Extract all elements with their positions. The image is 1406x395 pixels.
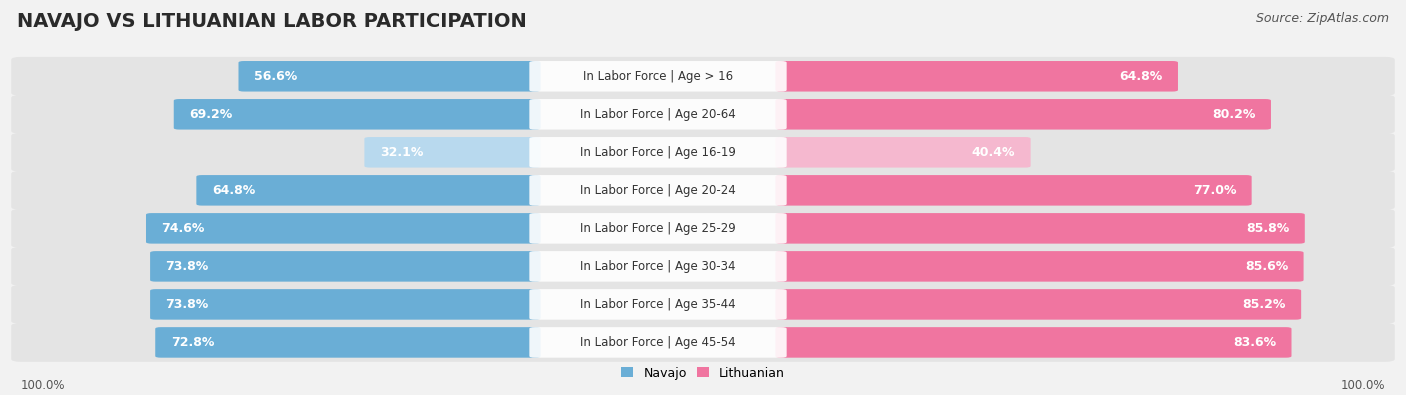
Text: 77.0%: 77.0% xyxy=(1192,184,1236,197)
Text: 73.8%: 73.8% xyxy=(166,260,209,273)
Text: 74.6%: 74.6% xyxy=(162,222,205,235)
FancyBboxPatch shape xyxy=(11,285,1395,324)
FancyBboxPatch shape xyxy=(530,289,787,320)
Text: 40.4%: 40.4% xyxy=(972,146,1015,159)
Text: In Labor Force | Age 20-64: In Labor Force | Age 20-64 xyxy=(581,108,735,121)
Text: 100.0%: 100.0% xyxy=(21,379,66,391)
FancyBboxPatch shape xyxy=(150,251,541,282)
Text: NAVAJO VS LITHUANIAN LABOR PARTICIPATION: NAVAJO VS LITHUANIAN LABOR PARTICIPATION xyxy=(17,12,527,31)
FancyBboxPatch shape xyxy=(776,99,1271,130)
Text: 85.8%: 85.8% xyxy=(1246,222,1289,235)
Text: 85.6%: 85.6% xyxy=(1244,260,1288,273)
Text: Source: ZipAtlas.com: Source: ZipAtlas.com xyxy=(1256,12,1389,25)
Text: 73.8%: 73.8% xyxy=(166,298,209,311)
FancyBboxPatch shape xyxy=(11,171,1395,210)
FancyBboxPatch shape xyxy=(155,327,541,358)
FancyBboxPatch shape xyxy=(530,99,787,130)
Text: 83.6%: 83.6% xyxy=(1233,336,1277,349)
FancyBboxPatch shape xyxy=(11,95,1395,134)
FancyBboxPatch shape xyxy=(11,323,1395,362)
FancyBboxPatch shape xyxy=(11,247,1395,286)
Text: 72.8%: 72.8% xyxy=(170,336,214,349)
Text: 100.0%: 100.0% xyxy=(1340,379,1385,391)
FancyBboxPatch shape xyxy=(776,327,1292,358)
FancyBboxPatch shape xyxy=(776,213,1305,244)
Text: 80.2%: 80.2% xyxy=(1212,108,1256,121)
FancyBboxPatch shape xyxy=(146,213,541,244)
Text: 32.1%: 32.1% xyxy=(380,146,423,159)
FancyBboxPatch shape xyxy=(239,61,541,92)
FancyBboxPatch shape xyxy=(11,133,1395,172)
FancyBboxPatch shape xyxy=(776,137,1031,167)
Legend: Navajo, Lithuanian: Navajo, Lithuanian xyxy=(616,362,790,385)
Text: In Labor Force | Age 30-34: In Labor Force | Age 30-34 xyxy=(581,260,735,273)
Text: In Labor Force | Age 20-24: In Labor Force | Age 20-24 xyxy=(581,184,735,197)
FancyBboxPatch shape xyxy=(197,175,541,206)
Text: 85.2%: 85.2% xyxy=(1243,298,1285,311)
FancyBboxPatch shape xyxy=(776,175,1251,206)
Text: 64.8%: 64.8% xyxy=(1119,70,1163,83)
Text: In Labor Force | Age > 16: In Labor Force | Age > 16 xyxy=(583,70,733,83)
FancyBboxPatch shape xyxy=(530,61,787,92)
Text: In Labor Force | Age 45-54: In Labor Force | Age 45-54 xyxy=(581,336,735,349)
FancyBboxPatch shape xyxy=(776,251,1303,282)
Text: In Labor Force | Age 16-19: In Labor Force | Age 16-19 xyxy=(581,146,735,159)
FancyBboxPatch shape xyxy=(530,251,787,282)
Text: 69.2%: 69.2% xyxy=(190,108,232,121)
FancyBboxPatch shape xyxy=(776,61,1178,92)
FancyBboxPatch shape xyxy=(530,175,787,206)
FancyBboxPatch shape xyxy=(530,327,787,358)
FancyBboxPatch shape xyxy=(530,137,787,167)
FancyBboxPatch shape xyxy=(364,137,541,167)
Text: In Labor Force | Age 25-29: In Labor Force | Age 25-29 xyxy=(581,222,735,235)
Text: 64.8%: 64.8% xyxy=(212,184,254,197)
FancyBboxPatch shape xyxy=(11,57,1395,96)
FancyBboxPatch shape xyxy=(150,289,541,320)
FancyBboxPatch shape xyxy=(174,99,541,130)
Text: In Labor Force | Age 35-44: In Labor Force | Age 35-44 xyxy=(581,298,735,311)
FancyBboxPatch shape xyxy=(11,209,1395,248)
FancyBboxPatch shape xyxy=(776,289,1301,320)
Text: 56.6%: 56.6% xyxy=(254,70,297,83)
FancyBboxPatch shape xyxy=(530,213,787,244)
